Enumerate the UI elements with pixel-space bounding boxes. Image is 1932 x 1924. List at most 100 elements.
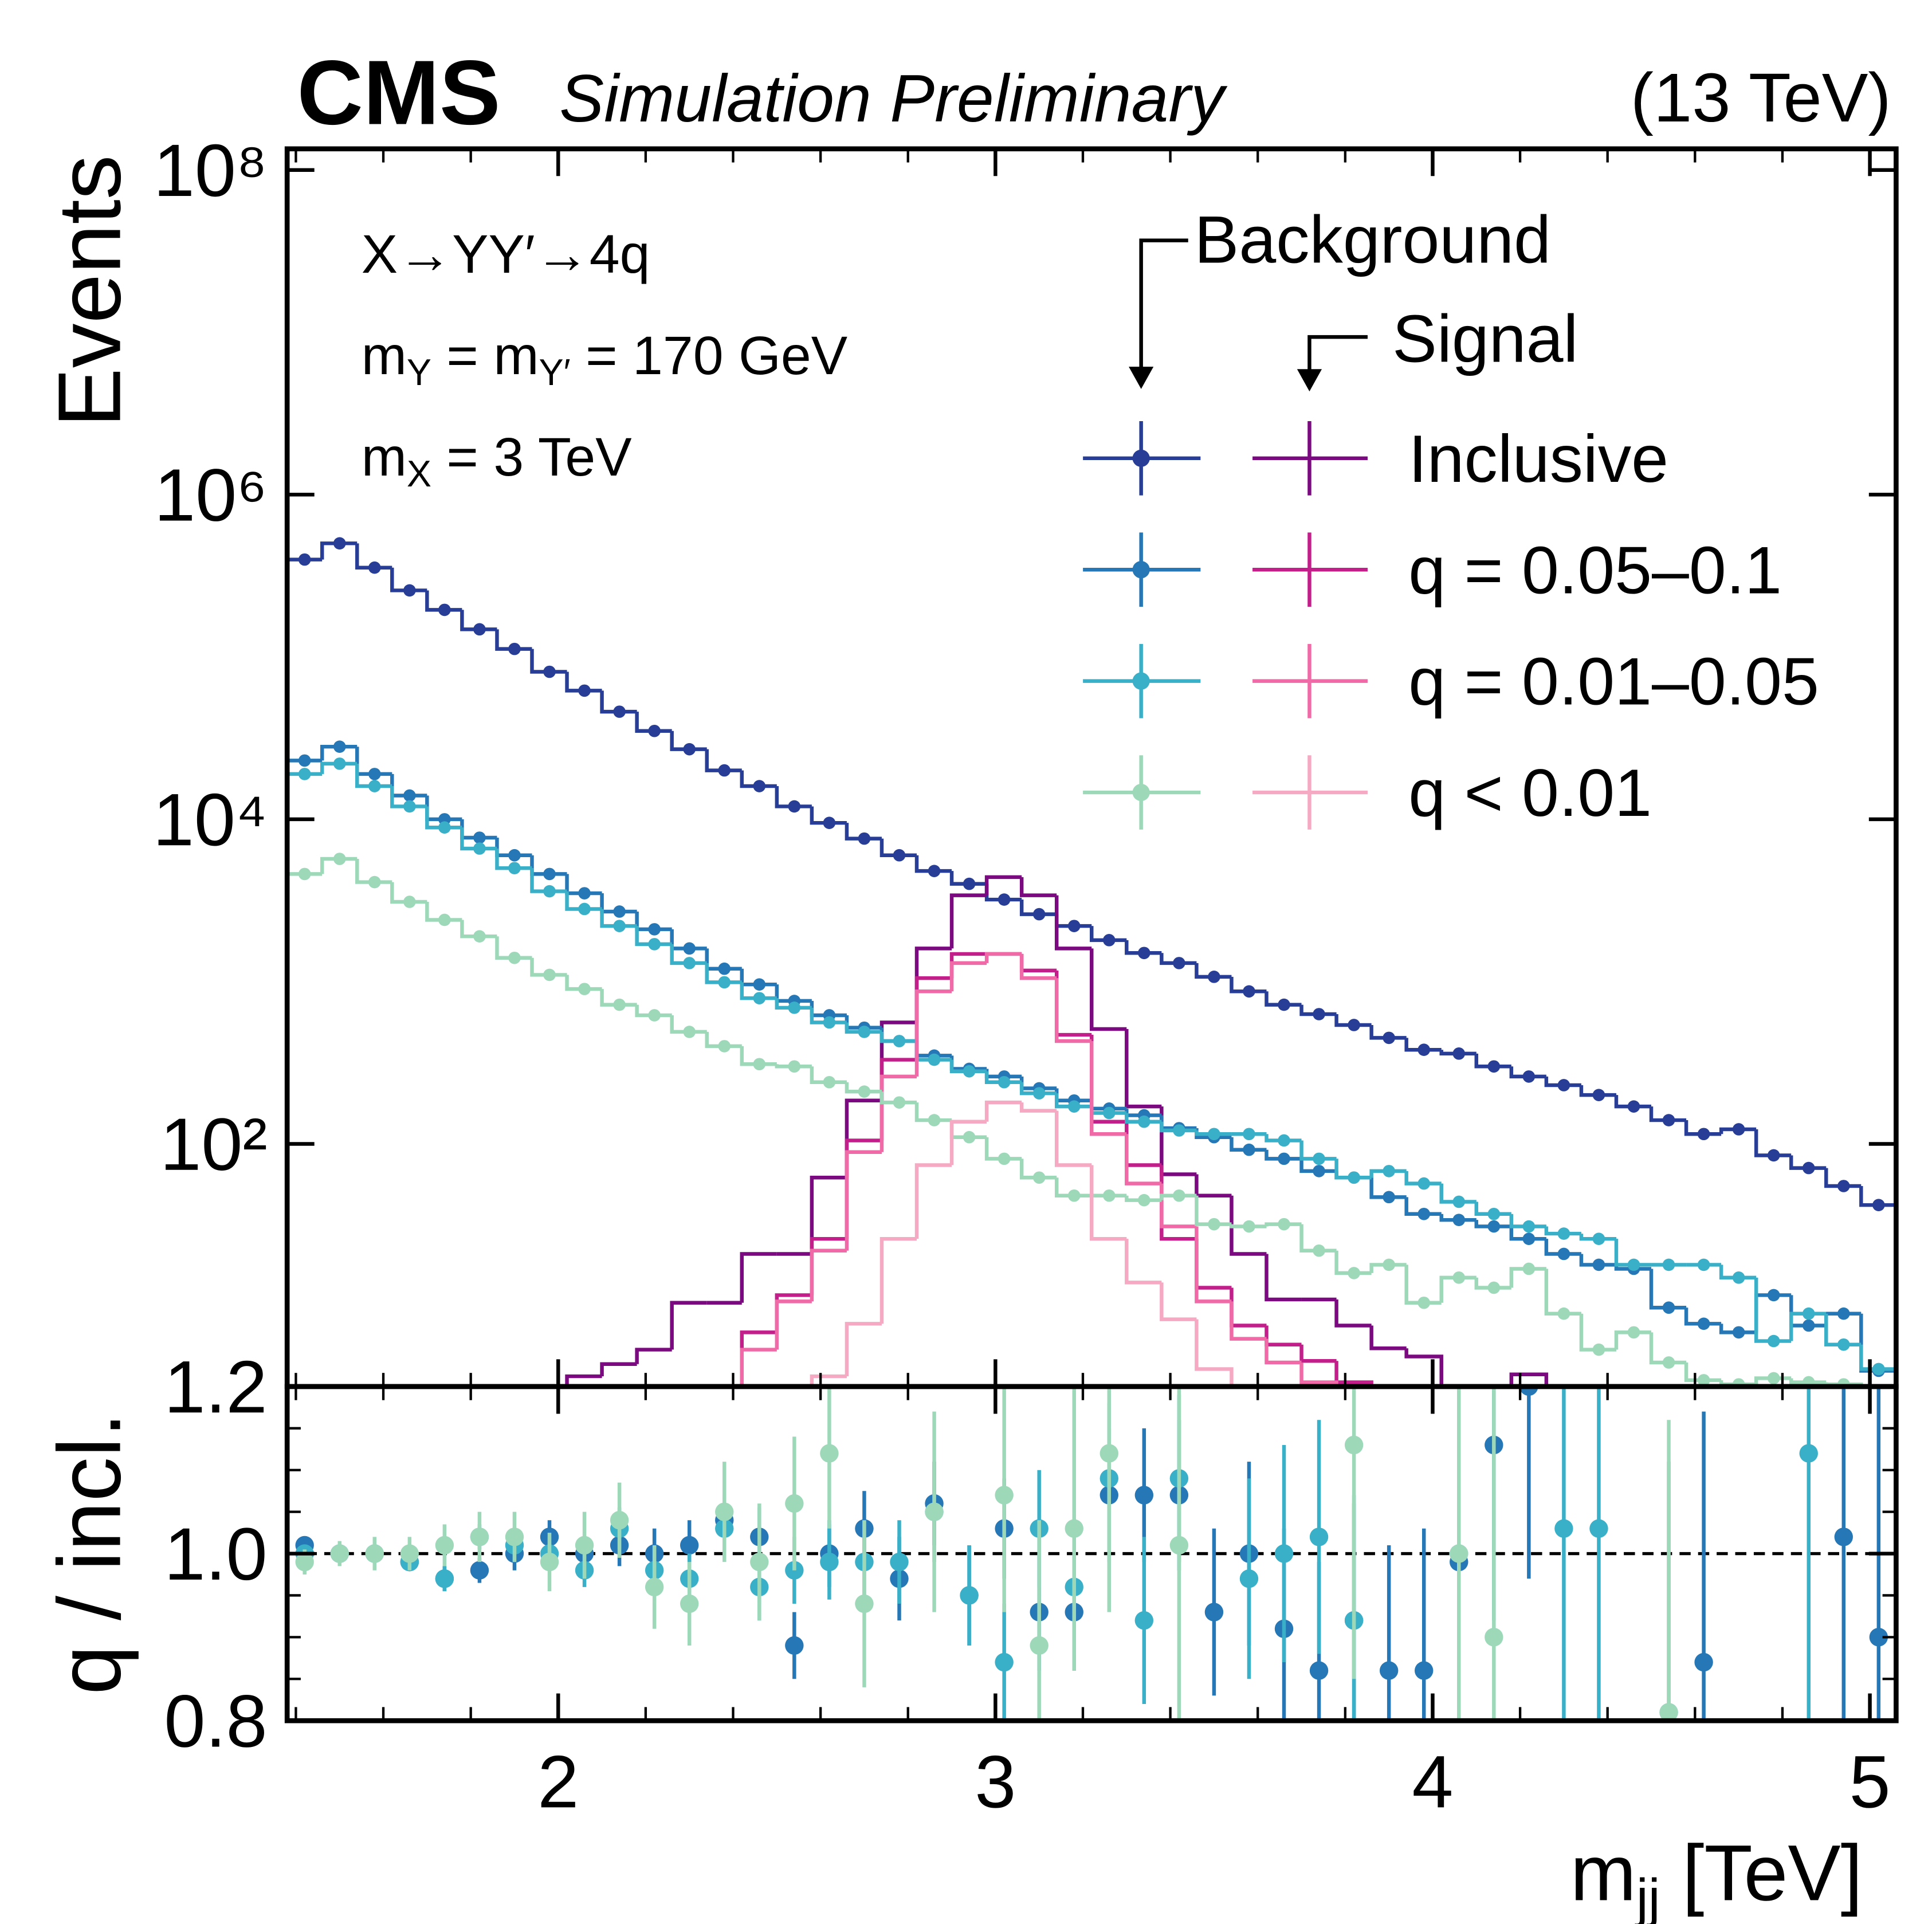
ratio-point xyxy=(645,1577,664,1597)
background-point xyxy=(1067,1100,1081,1113)
background-point xyxy=(1173,1124,1185,1137)
ratio-point xyxy=(925,1502,944,1521)
background-point xyxy=(333,740,346,753)
background-point xyxy=(1348,1267,1360,1279)
legend-arrow xyxy=(1139,238,1188,370)
signal-step xyxy=(740,1330,777,1387)
background-point xyxy=(1522,1070,1536,1083)
background-point xyxy=(1662,1114,1675,1126)
legend-arrow xyxy=(1307,335,1368,372)
background-point xyxy=(893,1035,906,1047)
signal-step xyxy=(949,1120,987,1165)
signal-step xyxy=(1125,1134,1162,1185)
ratio-point xyxy=(1204,1603,1224,1621)
ratio-point xyxy=(1099,1444,1118,1463)
background-point xyxy=(1557,1079,1570,1091)
background-point xyxy=(788,800,801,813)
background-point xyxy=(1348,1019,1360,1031)
main-plot-area xyxy=(287,537,1896,1387)
background-point xyxy=(1417,1207,1431,1220)
background-point xyxy=(473,930,486,943)
background-point xyxy=(823,1075,836,1089)
y-tick-label: 10⁴ xyxy=(153,779,268,861)
signal-step xyxy=(1230,1195,1267,1256)
background-point xyxy=(578,902,591,916)
ratio-point xyxy=(330,1544,349,1563)
background-point xyxy=(1767,1334,1780,1348)
signal-step xyxy=(1509,1372,1549,1387)
background-point xyxy=(1487,1207,1501,1220)
background-point xyxy=(858,1026,871,1038)
legend-title: Background xyxy=(1195,202,1551,277)
background-point xyxy=(1067,920,1081,932)
background-point xyxy=(613,705,626,718)
legend-marker xyxy=(1132,561,1150,579)
background-point xyxy=(1802,1161,1815,1175)
ratio-point xyxy=(435,1569,454,1588)
legend-arrowhead xyxy=(1297,369,1322,392)
background-point xyxy=(1767,1149,1780,1162)
signal-step xyxy=(1090,1165,1127,1241)
ratio-point xyxy=(1134,1486,1154,1505)
ratio-point xyxy=(1030,1636,1049,1655)
signal-step xyxy=(845,1322,882,1377)
background-point xyxy=(1452,1047,1466,1060)
ratio-point xyxy=(995,1486,1014,1505)
y-axis-label: Events xyxy=(40,155,139,427)
text-segment: = 170 GeV xyxy=(571,325,847,386)
x-tick-label: 5 xyxy=(1849,1741,1891,1823)
background-point xyxy=(963,877,976,890)
background-point xyxy=(1278,1134,1290,1147)
ratio-point xyxy=(1239,1569,1259,1588)
signal-step xyxy=(879,1074,917,1152)
ratio-point xyxy=(470,1528,489,1546)
signal-step xyxy=(1334,1299,1372,1328)
ratio-point xyxy=(1415,1661,1434,1680)
background-point xyxy=(963,1065,976,1078)
background-point xyxy=(1452,1195,1466,1208)
background-point xyxy=(1802,1319,1815,1332)
text-segment: m xyxy=(1570,1829,1636,1917)
segmented-label: mjj [TeV] xyxy=(1570,1829,1863,1924)
ratio-point xyxy=(470,1561,489,1580)
background-point xyxy=(648,923,661,936)
text-segment: m xyxy=(362,325,407,386)
ratio-point xyxy=(960,1586,979,1605)
background-point xyxy=(333,757,346,770)
background-point xyxy=(1662,1301,1675,1314)
signal-step xyxy=(635,1348,672,1364)
background-point xyxy=(1032,1087,1046,1100)
segmented-label: X→YY′→4q xyxy=(362,224,650,285)
background-point xyxy=(1452,1271,1466,1284)
background-point xyxy=(823,816,836,829)
background-point xyxy=(1802,1307,1815,1320)
text-segment: = 3 TeV xyxy=(431,427,632,488)
background-point xyxy=(578,983,591,995)
background-point xyxy=(403,896,416,908)
signal-step xyxy=(845,1150,882,1251)
background-point xyxy=(1243,1143,1255,1156)
legend-marker xyxy=(1132,672,1150,690)
background-point xyxy=(1802,1376,1815,1387)
background-point xyxy=(683,942,696,955)
ratio-point xyxy=(1694,1652,1713,1672)
signal-step xyxy=(1125,1239,1162,1285)
background-point xyxy=(403,789,416,802)
background-point xyxy=(508,862,521,874)
background-point xyxy=(1697,1128,1710,1141)
signal-step xyxy=(565,1374,602,1387)
background-point xyxy=(473,623,486,636)
background-point xyxy=(1348,1171,1360,1184)
legend-marker xyxy=(1132,783,1150,802)
background-point xyxy=(1278,998,1290,1011)
background-point xyxy=(1592,1089,1605,1101)
background-point xyxy=(578,887,591,900)
signal-step xyxy=(1230,1301,1267,1341)
background-point xyxy=(1522,1220,1536,1233)
y-tick-label: 1.0 xyxy=(164,1513,267,1596)
background-point xyxy=(1243,1220,1255,1233)
signal-step xyxy=(810,1248,847,1302)
ratio-point xyxy=(1274,1544,1294,1563)
background-point xyxy=(1627,1258,1640,1271)
